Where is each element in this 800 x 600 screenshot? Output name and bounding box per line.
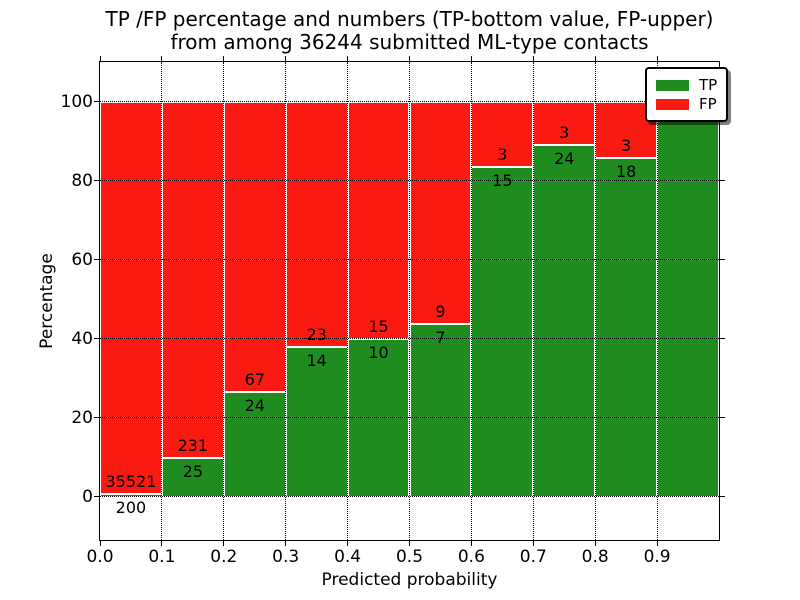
x-tick-label: 0.8	[581, 547, 609, 567]
x-tick-mark-top	[223, 56, 225, 61]
fp-swatch-icon	[656, 98, 689, 110]
tp-count-label: 10	[368, 342, 389, 362]
gridline-v	[656, 62, 658, 540]
y-tick-mark	[94, 180, 99, 181]
x-tick-mark	[285, 541, 287, 546]
tp-count-label: 14	[306, 351, 327, 371]
bar-segment-tp	[471, 167, 534, 497]
x-tick-label: 0.5	[395, 547, 424, 567]
x-tick-mark	[223, 541, 225, 546]
y-tick-label: 100	[60, 91, 93, 112]
legend-item-tp: TP	[656, 77, 717, 93]
y-tick-mark	[94, 417, 99, 419]
x-tick-mark-top	[347, 56, 349, 61]
y-axis-label: Percentage	[37, 253, 57, 349]
y-tick-label: 0	[82, 486, 93, 507]
x-tick-label: 0.2	[210, 547, 238, 567]
x-tick-mark-top	[594, 56, 596, 61]
y-tick-label: 60	[71, 249, 93, 270]
x-tick-mark	[409, 541, 410, 546]
x-tick-label: 0.9	[643, 547, 671, 567]
bar-segment-fp	[285, 101, 348, 348]
y-tick-mark-right	[720, 259, 725, 261]
x-tick-mark	[99, 541, 101, 546]
bar-segment-fp	[471, 101, 534, 168]
gridline-v	[594, 62, 596, 540]
y-tick-mark	[94, 259, 99, 261]
bar-segment-fp	[347, 101, 410, 339]
x-tick-mark	[532, 541, 534, 546]
x-tick-mark-top	[656, 56, 658, 61]
y-tick-label: 20	[71, 407, 93, 428]
x-tick-mark	[470, 541, 472, 546]
gridline-v	[409, 62, 410, 540]
tp-count-label: 200	[115, 498, 147, 518]
x-tick-mark	[656, 541, 658, 546]
legend-label-tp: TP	[699, 76, 718, 94]
tp-count-label: 24	[244, 396, 265, 416]
x-tick-mark	[594, 541, 596, 546]
x-tick-mark-top	[470, 56, 472, 61]
fp-count-label: 231	[177, 435, 209, 455]
y-tick-label: 80	[71, 170, 93, 191]
bar-segment-fp	[100, 101, 162, 495]
y-tick-mark	[94, 496, 99, 498]
legend-item-fp: FP	[656, 96, 717, 112]
x-tick-mark-top	[99, 56, 101, 61]
bar-segment-tp	[409, 323, 472, 497]
y-tick-mark-right	[720, 496, 725, 498]
legend-label-fp: FP	[699, 95, 717, 113]
fp-count-label: 3	[559, 123, 570, 143]
chart-title-line-2: from among 36244 submitted ML-type conta…	[170, 30, 649, 54]
gridline-v	[285, 62, 287, 540]
tp-count-label: 18	[615, 161, 637, 181]
x-tick-mark-top	[285, 56, 287, 61]
fp-count-label: 15	[368, 316, 389, 336]
x-axis-label: Predicted probability	[321, 570, 498, 590]
bar-segment-fp	[533, 101, 596, 146]
x-tick-label: 0.1	[148, 547, 176, 567]
x-tick-label: 0.0	[86, 547, 114, 567]
y-tick-mark	[94, 338, 99, 340]
bar-segment-fp	[409, 101, 472, 324]
fp-count-label: 3	[497, 145, 508, 165]
x-tick-mark	[347, 541, 349, 546]
bar-segment-tp	[657, 101, 719, 497]
x-tick-mark-top	[532, 56, 534, 61]
x-tick-mark	[161, 541, 163, 546]
tp-count-label: 7	[435, 327, 446, 347]
chart-title: TP /FP percentage and numbers (TP-bottom…	[100, 8, 719, 54]
fp-count-label: 35521	[105, 472, 157, 492]
y-tick-label: 40	[71, 328, 93, 349]
gridline-v	[347, 62, 349, 540]
x-tick-label: 0.3	[272, 547, 300, 567]
gridline-v	[223, 62, 225, 540]
fp-count-label: 23	[306, 325, 327, 345]
y-tick-mark	[94, 101, 99, 102]
tp-count-label: 15	[492, 171, 513, 191]
gridline-v	[532, 62, 534, 540]
gridline-v	[470, 62, 472, 540]
x-tick-label: 0.7	[519, 547, 547, 567]
tp-swatch-icon	[656, 79, 689, 91]
tp-count-label: 25	[182, 461, 204, 481]
x-tick-label: 0.6	[457, 547, 485, 567]
tp-count-label: 24	[554, 149, 575, 169]
fp-count-label: 9	[435, 301, 446, 321]
y-tick-mark-right	[720, 338, 725, 340]
chart-title-line-1: TP /FP percentage and numbers (TP-bottom…	[105, 7, 714, 31]
bar-segment-tp	[595, 157, 658, 497]
legend: TP FP	[645, 67, 729, 122]
fp-count-label: 3	[621, 135, 632, 155]
x-tick-mark-top	[161, 56, 163, 61]
y-tick-mark-right	[720, 180, 725, 181]
x-tick-label: 0.4	[334, 547, 362, 567]
gridline-v	[161, 62, 163, 540]
y-tick-mark-right	[720, 417, 725, 419]
x-tick-mark-top	[409, 56, 410, 61]
fp-count-label: 67	[244, 370, 265, 390]
bar-segment-fp	[223, 101, 286, 393]
bar-segment-tp	[533, 145, 596, 497]
